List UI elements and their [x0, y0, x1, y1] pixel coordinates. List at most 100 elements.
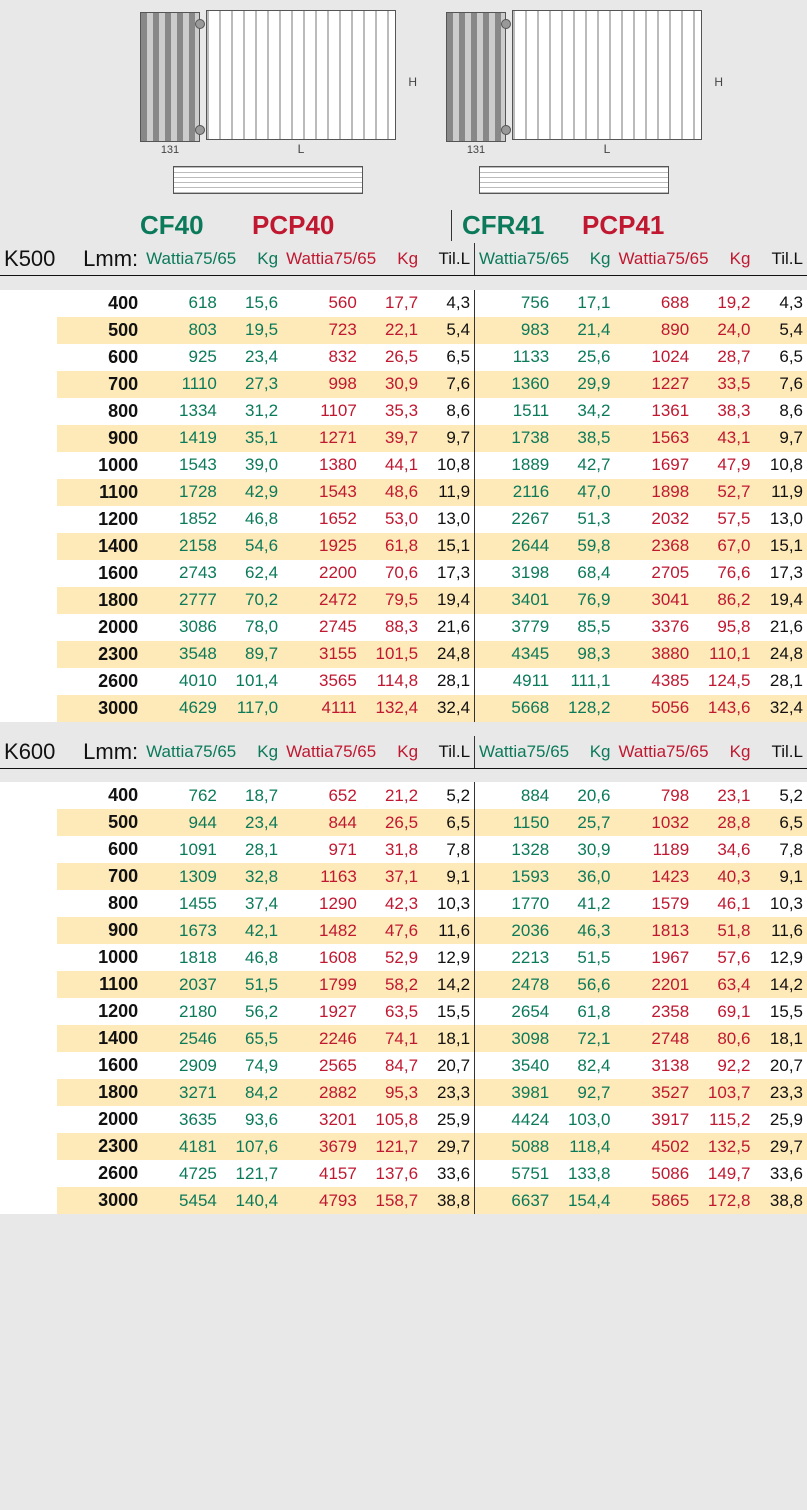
cell: 2472 — [282, 587, 361, 614]
model-cfr41: CFR41 — [452, 210, 582, 241]
cell: 4111 — [282, 695, 361, 722]
cell: 35,1 — [221, 425, 282, 452]
cell: 34,6 — [693, 836, 754, 863]
cell: 2246 — [282, 1025, 361, 1052]
cell: 7,8 — [754, 836, 807, 863]
hdr-wattia: Wattia75/65 — [282, 243, 361, 276]
cell-L: 1000 — [57, 452, 142, 479]
table-row: 1200185246,8165253,013,0226751,3203257,5… — [0, 506, 807, 533]
cell: 4157 — [282, 1160, 361, 1187]
cell: 9,7 — [754, 425, 807, 452]
cell: 17,3 — [422, 560, 474, 587]
cell: 62,4 — [221, 560, 282, 587]
cell: 723 — [282, 317, 361, 344]
cell: 1799 — [282, 971, 361, 998]
cell-L: 600 — [57, 344, 142, 371]
cell: 2478 — [475, 971, 554, 998]
cell: 18,7 — [221, 782, 282, 809]
cell: 128,2 — [553, 695, 614, 722]
cell: 4010 — [142, 668, 221, 695]
cell: 32,4 — [422, 695, 474, 722]
cell: 103,0 — [553, 1106, 614, 1133]
hdr-wattia: Wattia75/65 — [614, 736, 693, 769]
cell: 74,1 — [361, 1025, 422, 1052]
cell-k — [0, 506, 57, 533]
table-row: 26004010101,43565114,828,14911111,143851… — [0, 668, 807, 695]
cell: 1563 — [614, 425, 693, 452]
cell: 2745 — [282, 614, 361, 641]
cell-L: 700 — [57, 371, 142, 398]
table-row: 1600290974,9256584,720,7354082,4313892,2… — [0, 1052, 807, 1079]
table-row: 2300354889,73155101,524,8434598,33880110… — [0, 641, 807, 668]
cell: 1110 — [142, 371, 221, 398]
cell: 17,7 — [361, 290, 422, 317]
table-row: 1200218056,2192763,515,5265461,8235869,1… — [0, 998, 807, 1025]
table-row: 1800327184,2288295,323,3398192,73527103,… — [0, 1079, 807, 1106]
cell: 17,3 — [754, 560, 807, 587]
cell-L: 400 — [57, 782, 142, 809]
cell: 3155 — [282, 641, 361, 668]
cell: 57,5 — [693, 506, 754, 533]
cell-k — [0, 560, 57, 587]
cell: 3981 — [475, 1079, 554, 1106]
hdr-til: Til.L — [754, 736, 807, 769]
cell: 2037 — [142, 971, 221, 998]
hdr-til: Til.L — [422, 243, 474, 276]
header-row: K500Lmm:Wattia75/65KgWattia75/65KgTil.LW… — [0, 243, 807, 276]
cell: 21,4 — [553, 317, 614, 344]
cell-L: 2600 — [57, 1160, 142, 1187]
cell: 3779 — [475, 614, 554, 641]
cell: 84,7 — [361, 1052, 422, 1079]
cell-k — [0, 1025, 57, 1052]
hdr-til: Til.L — [422, 736, 474, 769]
cell: 1482 — [282, 917, 361, 944]
front-view-right: H L — [512, 10, 702, 156]
cell: 52,9 — [361, 944, 422, 971]
section-gap — [0, 768, 807, 782]
cell: 2777 — [142, 587, 221, 614]
cell: 2546 — [142, 1025, 221, 1052]
cell: 4385 — [614, 668, 693, 695]
cell: 29,9 — [553, 371, 614, 398]
hdr-K: K500 — [0, 243, 57, 276]
cell: 4181 — [142, 1133, 221, 1160]
cell: 20,7 — [754, 1052, 807, 1079]
cell: 36,0 — [553, 863, 614, 890]
cell: 5668 — [475, 695, 554, 722]
hdr-wattia: Wattia75/65 — [475, 243, 554, 276]
cell: 560 — [282, 290, 361, 317]
cell: 3138 — [614, 1052, 693, 1079]
cell: 47,0 — [553, 479, 614, 506]
cell: 26,5 — [361, 809, 422, 836]
cell-L: 1200 — [57, 998, 142, 1025]
cell: 124,5 — [693, 668, 754, 695]
cell: 41,2 — [553, 890, 614, 917]
cell-L: 1000 — [57, 944, 142, 971]
cell: 1227 — [614, 371, 693, 398]
cell: 1543 — [282, 479, 361, 506]
cell-k — [0, 890, 57, 917]
cell: 78,0 — [221, 614, 282, 641]
cell: 18,1 — [754, 1025, 807, 1052]
cell: 13,0 — [422, 506, 474, 533]
cell: 110,1 — [693, 641, 754, 668]
cell: 1925 — [282, 533, 361, 560]
cell-k — [0, 398, 57, 425]
cell: 2032 — [614, 506, 693, 533]
cell: 803 — [142, 317, 221, 344]
cell: 19,4 — [422, 587, 474, 614]
cell: 21,2 — [361, 782, 422, 809]
cell: 5,2 — [754, 782, 807, 809]
cell: 84,2 — [221, 1079, 282, 1106]
cell: 2036 — [475, 917, 554, 944]
cell: 54,6 — [221, 533, 282, 560]
cell: 67,0 — [693, 533, 754, 560]
cell-L: 500 — [57, 809, 142, 836]
cell: 92,7 — [553, 1079, 614, 1106]
cell: 1813 — [614, 917, 693, 944]
table-row: 26004725121,74157137,633,65751133,850861… — [0, 1160, 807, 1187]
cell: 61,8 — [553, 998, 614, 1025]
table-row: 1800277770,2247279,519,4340176,9304186,2… — [0, 587, 807, 614]
cell: 58,2 — [361, 971, 422, 998]
cell: 23,1 — [693, 782, 754, 809]
